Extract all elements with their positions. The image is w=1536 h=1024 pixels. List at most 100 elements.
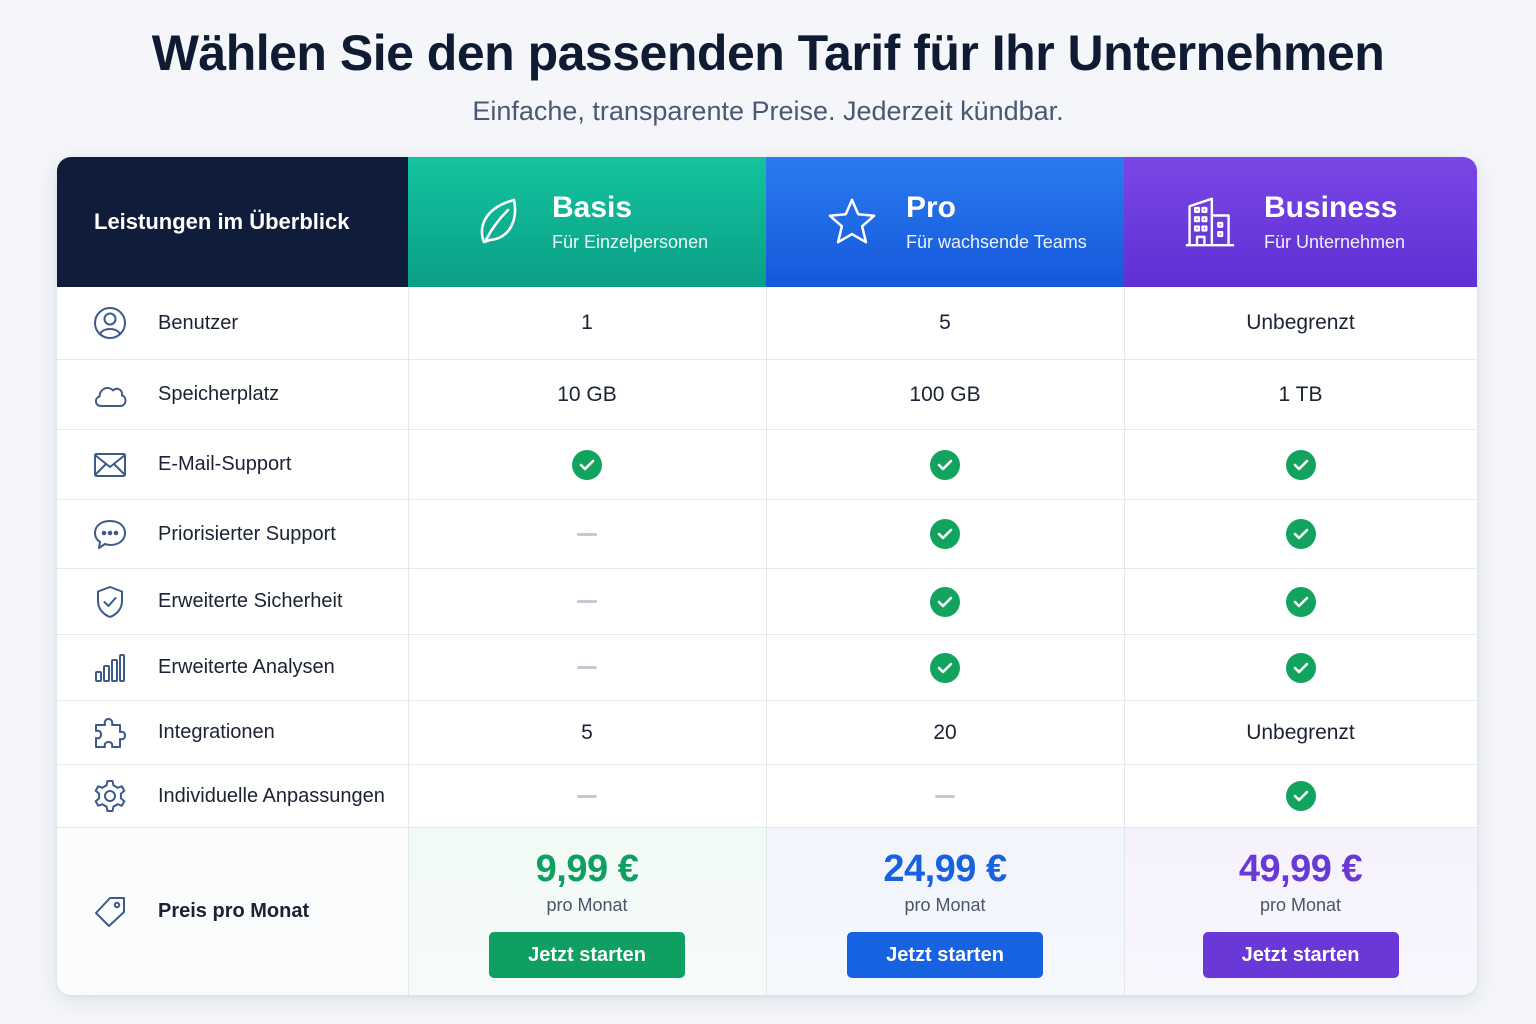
price-label: Preis pro Monat <box>158 900 310 922</box>
price-period-pro: pro Monat <box>904 895 986 915</box>
price-value-pro: 24,99 € <box>883 848 1007 890</box>
gear-icon <box>92 778 128 814</box>
check-icon <box>1285 652 1316 683</box>
feature-header-label: Leistungen im Überblick <box>94 209 350 234</box>
dash-icon <box>577 794 597 798</box>
feature-cell: Integrationen <box>57 701 408 764</box>
value-cell-basis <box>408 765 766 827</box>
table-row: Erweiterte Analysen <box>57 635 1477 701</box>
value-cell-pro <box>766 430 1124 499</box>
price-value-basis: 9,99 € <box>535 848 639 890</box>
column-divider <box>1124 287 1125 995</box>
price-cell-basis: 9,99 € pro Monat Jetzt starten <box>408 828 766 995</box>
value-cell-business: Unbegrenzt <box>1246 311 1355 334</box>
feature-cell: Individuelle Anpassungen <box>57 765 408 827</box>
dash-icon <box>577 666 597 669</box>
feature-cell: E-Mail-Support <box>57 430 408 499</box>
feature-label: Individuelle Anpassungen <box>158 784 385 807</box>
feature-cell: Benutzer <box>57 287 408 359</box>
value-cell-basis: 5 <box>581 720 593 744</box>
value-cell-pro: 5 <box>939 311 951 334</box>
table-row: Integrationen 5 20 Unbegrenzt <box>57 701 1477 765</box>
value-cell-business: Unbegrenzt <box>1246 720 1355 744</box>
tag-icon <box>92 894 128 930</box>
pricing-table: Leistungen im Überblick Basis Für Einzel… <box>57 157 1477 995</box>
feature-label: Speicherplatz <box>158 383 280 405</box>
page-subtitle: Einfache, transparente Preise. Jederzeit… <box>472 96 1064 126</box>
dash-icon <box>577 600 597 603</box>
value-cell-business <box>1124 765 1477 827</box>
price-period-business: pro Monat <box>1259 895 1342 915</box>
page-title: Wählen Sie den passenden Tarif für Ihr U… <box>151 25 1385 81</box>
start-button-basis[interactable]: Jetzt starten <box>489 932 685 978</box>
value-cell-basis <box>408 500 766 568</box>
check-icon <box>930 519 960 549</box>
value-cell-basis <box>408 635 766 700</box>
table-row: Speicherplatz 10 GB 100 GB 1 TB <box>57 360 1477 430</box>
plan-header-pro: Pro Für wachsende Teams <box>766 157 1124 287</box>
plan-desc-basis: Für Einzelpersonen <box>552 232 709 252</box>
table-row: Benutzer 1 5 Unbegrenzt <box>57 287 1477 360</box>
check-icon <box>1285 781 1316 811</box>
table-row: Priorisierter Support <box>57 500 1477 569</box>
value-cell-pro <box>766 635 1124 700</box>
value-cell-business <box>1124 635 1477 700</box>
chat-icon <box>92 516 128 552</box>
column-divider <box>408 287 409 995</box>
price-row: Preis pro Monat 9,99 € pro Monat Jetzt s… <box>57 828 1477 995</box>
price-label-cell: Preis pro Monat <box>57 828 408 995</box>
plan-name-basis: Basis <box>552 191 633 224</box>
check-icon <box>1285 586 1316 617</box>
value-cell-pro <box>766 500 1124 568</box>
value-cell-pro: 100 GB <box>909 382 981 406</box>
feature-label: Integrationen <box>158 721 275 743</box>
value-cell-pro <box>766 765 1124 827</box>
start-button-pro[interactable]: Jetzt starten <box>847 932 1043 978</box>
plan-name-business: Business <box>1264 191 1398 224</box>
price-value-business: 49,99 € <box>1238 848 1363 890</box>
check-icon <box>1285 519 1316 549</box>
feature-header-cell: Leistungen im Überblick <box>57 157 408 287</box>
feature-cell: Speicherplatz <box>57 360 408 429</box>
price-cell-pro: 24,99 € pro Monat Jetzt starten <box>766 828 1124 995</box>
dash-icon <box>577 532 597 536</box>
plan-header-basis: Basis Für Einzelpersonen <box>408 157 766 287</box>
value-cell-business <box>1124 430 1477 499</box>
feature-label: Benutzer <box>158 311 239 334</box>
table-row: Erweiterte Sicherheit <box>57 569 1477 635</box>
value-cell-business: 1 TB <box>1278 382 1323 406</box>
check-icon <box>930 586 960 617</box>
value-cell-basis: 10 GB <box>557 382 617 406</box>
feature-cell: Erweiterte Analysen <box>57 635 408 700</box>
column-divider <box>766 287 767 995</box>
check-icon <box>930 449 960 480</box>
value-cell-basis: 1 <box>581 311 593 334</box>
feature-cell: Priorisierter Support <box>57 500 408 568</box>
price-period-basis: pro Monat <box>546 895 628 915</box>
value-cell-business <box>1124 500 1477 568</box>
feature-label: Priorisierter Support <box>158 522 336 545</box>
star-icon <box>826 192 878 252</box>
check-icon <box>930 652 960 683</box>
plan-desc-pro: Für wachsende Teams <box>906 232 1087 252</box>
value-cell-basis <box>408 569 766 634</box>
value-cell-basis <box>408 430 766 499</box>
start-button-business[interactable]: Jetzt starten <box>1202 932 1399 978</box>
value-cell-pro <box>766 569 1124 634</box>
building-icon <box>1184 192 1236 252</box>
price-cell-business: 49,99 € pro Monat Jetzt starten <box>1124 828 1477 995</box>
check-icon <box>572 449 602 480</box>
dash-icon <box>935 794 955 798</box>
cloud-icon <box>92 377 128 413</box>
puzzle-icon <box>92 715 128 751</box>
bar-chart-icon <box>92 650 128 686</box>
feature-label: Erweiterte Sicherheit <box>158 590 343 612</box>
feature-label: Erweiterte Analysen <box>158 656 335 678</box>
plan-header-business: Business Für Unternehmen <box>1124 157 1477 287</box>
mail-icon <box>92 447 128 483</box>
feature-cell: Erweiterte Sicherheit <box>57 569 408 634</box>
shield-icon <box>92 584 128 620</box>
table-row: Individuelle Anpassungen <box>57 765 1477 828</box>
leaf-icon <box>472 192 524 252</box>
